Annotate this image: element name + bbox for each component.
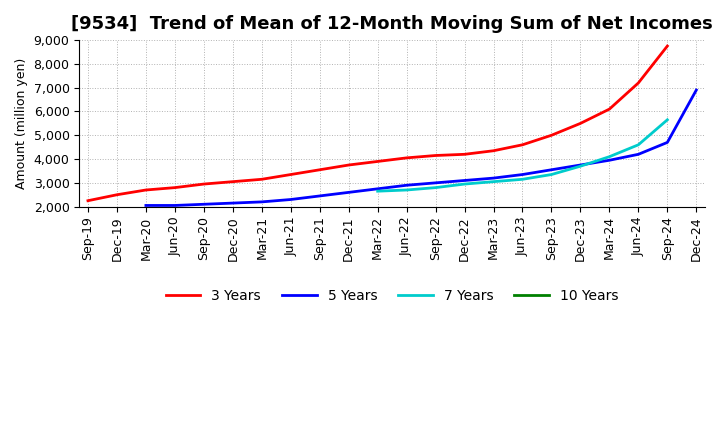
3 Years xyxy=(489,148,498,154)
3 Years xyxy=(112,192,121,198)
5 Years xyxy=(663,140,672,145)
7 Years xyxy=(634,142,643,147)
7 Years xyxy=(605,154,613,159)
5 Years xyxy=(489,176,498,181)
5 Years xyxy=(315,193,324,198)
3 Years xyxy=(344,162,353,168)
3 Years xyxy=(605,106,613,112)
3 Years xyxy=(315,167,324,172)
Y-axis label: Amount (million yen): Amount (million yen) xyxy=(15,58,28,189)
5 Years xyxy=(374,186,382,191)
3 Years xyxy=(171,185,179,190)
3 Years xyxy=(663,44,672,49)
5 Years xyxy=(518,172,527,177)
3 Years xyxy=(634,80,643,85)
3 Years xyxy=(84,198,92,203)
5 Years xyxy=(402,183,411,188)
5 Years xyxy=(199,202,208,207)
7 Years xyxy=(547,172,556,177)
7 Years xyxy=(374,189,382,194)
5 Years xyxy=(692,88,701,93)
Title: [9534]  Trend of Mean of 12-Month Moving Sum of Net Incomes: [9534] Trend of Mean of 12-Month Moving … xyxy=(71,15,713,33)
Line: 7 Years: 7 Years xyxy=(378,120,667,191)
5 Years xyxy=(228,201,237,206)
5 Years xyxy=(576,162,585,168)
3 Years xyxy=(287,172,295,177)
3 Years xyxy=(518,142,527,147)
5 Years xyxy=(171,203,179,208)
7 Years xyxy=(576,164,585,169)
7 Years xyxy=(402,187,411,193)
5 Years xyxy=(142,203,150,208)
3 Years xyxy=(576,121,585,126)
3 Years xyxy=(258,176,266,182)
7 Years xyxy=(518,176,527,182)
7 Years xyxy=(460,181,469,187)
5 Years xyxy=(258,199,266,205)
5 Years xyxy=(547,167,556,172)
5 Years xyxy=(287,197,295,202)
5 Years xyxy=(431,180,440,186)
3 Years xyxy=(547,132,556,138)
3 Years xyxy=(431,153,440,158)
5 Years xyxy=(634,152,643,157)
7 Years xyxy=(489,179,498,184)
3 Years xyxy=(228,179,237,184)
5 Years xyxy=(344,190,353,195)
5 Years xyxy=(460,178,469,183)
3 Years xyxy=(374,159,382,164)
Line: 3 Years: 3 Years xyxy=(88,46,667,201)
Legend: 3 Years, 5 Years, 7 Years, 10 Years: 3 Years, 5 Years, 7 Years, 10 Years xyxy=(160,283,624,308)
7 Years xyxy=(663,117,672,122)
3 Years xyxy=(142,187,150,193)
Line: 5 Years: 5 Years xyxy=(146,90,696,205)
3 Years xyxy=(460,152,469,157)
7 Years xyxy=(431,185,440,190)
5 Years xyxy=(605,158,613,163)
3 Years xyxy=(199,181,208,187)
3 Years xyxy=(402,155,411,161)
